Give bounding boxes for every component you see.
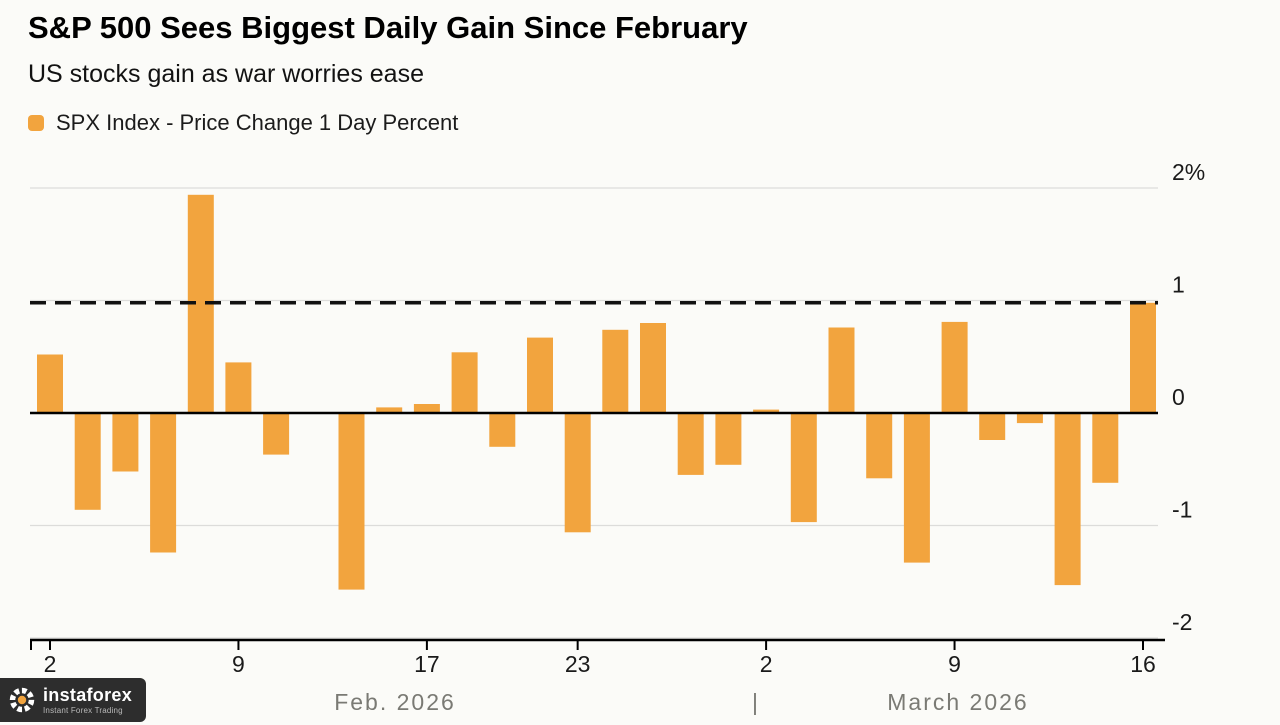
y-tick-label: -2 <box>1172 609 1192 635</box>
bar-mar-16 <box>1130 302 1156 414</box>
bar-mar-11 <box>1016 413 1043 424</box>
bar-mar-6 <box>903 413 930 563</box>
bar-mar-4 <box>828 327 855 413</box>
bar-mar-12 <box>1054 413 1081 586</box>
y-tick-label: -1 <box>1172 497 1192 523</box>
x-tick-label: 9 <box>948 651 961 677</box>
bar-feb-19 <box>489 413 516 447</box>
bar-feb-24 <box>602 329 629 414</box>
month-label: March 2026 <box>887 689 1028 715</box>
bar-mar-5 <box>866 413 893 479</box>
bar-mar-13 <box>1092 413 1119 483</box>
bar-feb-27 <box>715 413 742 465</box>
bar-feb-13 <box>376 407 403 413</box>
instaforex-watermark: instaforex Instant Forex Trading <box>0 678 147 722</box>
gear-icon <box>9 687 35 713</box>
watermark-name: instaforex <box>43 684 133 705</box>
bar-mar-10 <box>979 413 1006 440</box>
bar-mar-9 <box>941 321 968 413</box>
chart-title: S&P 500 Sees Biggest Daily Gain Since Fe… <box>28 10 748 45</box>
x-tick-label: 16 <box>1130 651 1156 677</box>
month-label: Feb. 2026 <box>334 689 456 715</box>
y-tick-label: 2% <box>1172 159 1205 185</box>
bar-feb-12 <box>338 413 365 590</box>
bar-feb-5 <box>150 413 177 553</box>
legend: SPX Index - Price Change 1 Day Percent <box>28 110 458 136</box>
month-separator: | <box>752 689 758 715</box>
bar-feb-26 <box>677 413 704 475</box>
bar-mar-2 <box>753 409 780 413</box>
y-tick-label: 0 <box>1172 384 1185 410</box>
bar-feb-4 <box>112 413 139 472</box>
bar-feb-18 <box>451 352 478 414</box>
watermark-tagline: Instant Forex Trading <box>43 705 123 715</box>
legend-swatch-icon <box>28 115 44 131</box>
bar-feb-20 <box>527 337 553 413</box>
x-tick-label: 2 <box>44 651 57 677</box>
bar-feb-17 <box>413 404 440 413</box>
bar-feb-10 <box>263 413 290 455</box>
watermark-text: instaforex Instant Forex Trading <box>43 686 132 715</box>
chart-subtitle: US stocks gain as war worries ease <box>28 60 424 88</box>
legend-label: SPX Index - Price Change 1 Day Percent <box>56 110 459 135</box>
x-tick-label: 2 <box>760 651 773 677</box>
x-tick-label: 9 <box>232 651 245 677</box>
y-tick-label: 1 <box>1172 272 1185 298</box>
bar-feb-3 <box>74 413 101 510</box>
bar-mar-3 <box>790 413 817 523</box>
bar-feb-9 <box>225 362 252 413</box>
x-tick-label: 23 <box>565 651 591 677</box>
bar-feb-2 <box>37 354 63 413</box>
x-tick-label: 17 <box>414 651 440 677</box>
bar-feb-25 <box>640 323 666 413</box>
bar-feb-23 <box>564 413 591 533</box>
